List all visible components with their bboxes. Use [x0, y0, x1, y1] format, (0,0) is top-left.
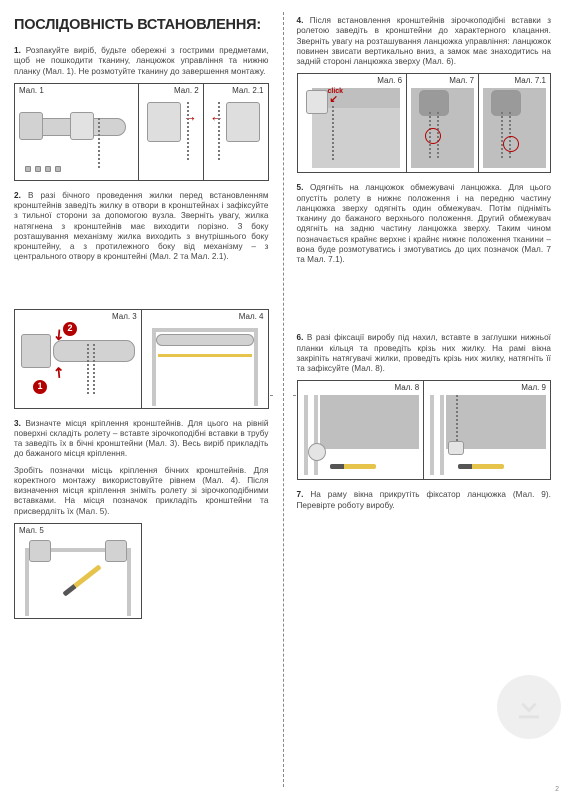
- step-5-body: Одягніть на ланцюжок обмежувачі ланцюжка…: [297, 183, 552, 264]
- figure-row-2: Мал. 3 ↘ ↗ 2 1 Мал. 4: [14, 309, 269, 409]
- fig-label-71: Мал. 7.1: [515, 76, 546, 86]
- step-7-text: 7. На раму вікна прикрутіть фіксатор лан…: [297, 490, 552, 511]
- fig-label-1: Мал. 1: [19, 86, 44, 96]
- fig3-num-1: 1: [33, 380, 47, 394]
- figure-row-1: Мал. 1 Мал. 2 →: [14, 83, 269, 181]
- step-4-num: 4.: [297, 16, 304, 25]
- fig-label-3: Мал. 3: [112, 312, 137, 322]
- fig-label-9: Мал. 9: [521, 383, 546, 393]
- watermark-icon-right: [497, 675, 561, 739]
- step-4-text: 4. Після встановлення кронштейнів зірочк…: [297, 16, 552, 67]
- step-3a-body: Визначте місця кріплення кронштейнів. Дл…: [14, 419, 269, 459]
- step-2-num: 2.: [14, 191, 21, 200]
- fig-label-6: Мал. 6: [377, 76, 402, 86]
- step-1-text: 1. Розпакуйте виріб, будьте обережні з г…: [14, 46, 269, 77]
- fig-label-7: Мал. 7: [449, 76, 474, 86]
- fig3-num-2: 2: [63, 322, 77, 336]
- fig-label-4: Мал. 4: [239, 312, 264, 322]
- step-2-body: В разі бічного проведення жилки перед вс…: [14, 191, 269, 262]
- illus-mal71: [483, 88, 546, 168]
- illus-mal21: ←: [208, 98, 264, 176]
- step-1-body: Розпакуйте виріб, будьте обережні з гост…: [14, 46, 269, 76]
- step-6-body: В разі фіксації виробу під нахил, вставт…: [297, 333, 552, 373]
- step-7-body: На раму вікна прикрутіть фіксатор ланцюж…: [297, 490, 552, 509]
- illus-mal9: [428, 395, 546, 475]
- figure-row-3: Мал. 5: [14, 523, 142, 619]
- illus-mal3: ↘ ↗ 2 1: [19, 324, 137, 404]
- step-5-num: 5.: [297, 183, 304, 192]
- right-column: 4. Після встановлення кронштейнів зірочк…: [283, 0, 565, 799]
- figure-row-4: Мал. 6 click ↙ Мал. 7: [297, 73, 552, 173]
- illus-mal8: [302, 395, 420, 475]
- illus-mal6: click ↙: [302, 88, 403, 168]
- left-column: ПОСЛІДОВНІСТЬ ВСТАНОВЛЕННЯ: 1. Розпакуйт…: [0, 0, 283, 799]
- fig-label-2: Мал. 2: [174, 86, 199, 96]
- step-5-text: 5. Одягніть на ланцюжок обмежувачі ланцю…: [297, 183, 552, 265]
- fig-label-5: Мал. 5: [19, 526, 44, 536]
- illus-mal1: [19, 98, 134, 176]
- illus-mal7: [411, 88, 474, 168]
- illus-mal5: [19, 538, 137, 614]
- page-number: 2: [555, 786, 559, 795]
- step-7-num: 7.: [297, 490, 304, 499]
- fig-label-21: Мал. 2.1: [232, 86, 263, 96]
- step-6-text: 6. В разі фіксації виробу під нахил, вст…: [297, 333, 552, 374]
- step-6-num: 6.: [297, 333, 304, 342]
- download-arrow-icon: [512, 690, 546, 724]
- illus-mal4: [146, 324, 264, 404]
- fig-label-8: Мал. 8: [394, 383, 419, 393]
- illus-mal2: →: [143, 98, 199, 176]
- step-1-num: 1.: [14, 46, 21, 55]
- step-2-text: 2. В разі бічного проведення жилки перед…: [14, 191, 269, 263]
- figure-row-5: Мал. 8 Мал. 9: [297, 380, 552, 480]
- step-3-num: 3.: [14, 419, 21, 428]
- page-title: ПОСЛІДОВНІСТЬ ВСТАНОВЛЕННЯ:: [14, 16, 269, 34]
- step-3a-text: 3. Визначте місця кріплення кронштейнів.…: [14, 419, 269, 460]
- step-3b-text: Зробіть позначки місць кріплення бічних …: [14, 466, 269, 517]
- step-4-body: Після встановлення кронштейнів зірочкопо…: [297, 16, 552, 66]
